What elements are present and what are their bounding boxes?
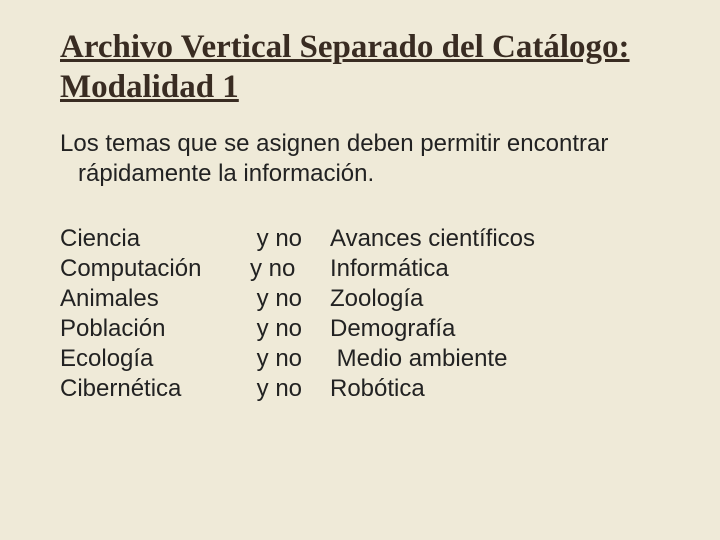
term-complex: Avances científicos <box>330 225 660 253</box>
connector-text: y no <box>250 345 330 373</box>
connector-text: y no <box>250 285 330 313</box>
term-simple: Ecología <box>60 345 250 373</box>
term-complex: Demografía <box>330 315 660 343</box>
connector-text: y no <box>250 375 330 403</box>
slide-subtitle: Los temas que se asignen deben permitir … <box>60 129 660 189</box>
term-complex: Medio ambiente <box>330 345 660 373</box>
term-complex: Robótica <box>330 375 660 403</box>
slide-title: Archivo Vertical Separado del Catálogo: … <box>60 28 660 107</box>
term-simple: Ciencia <box>60 225 250 253</box>
term-complex: Informática <box>330 255 660 283</box>
slide: Archivo Vertical Separado del Catálogo: … <box>0 0 720 540</box>
term-complex: Zoología <box>330 285 660 313</box>
terms-table: Ciencia y noAvances científicosComputaci… <box>60 225 660 403</box>
term-simple: Cibernética <box>60 375 250 403</box>
connector-text: y no <box>250 255 330 283</box>
term-simple: Población <box>60 315 250 343</box>
term-simple: Computación <box>60 255 250 283</box>
connector-text: y no <box>250 225 330 253</box>
term-simple: Animales <box>60 285 250 313</box>
connector-text: y no <box>250 315 330 343</box>
